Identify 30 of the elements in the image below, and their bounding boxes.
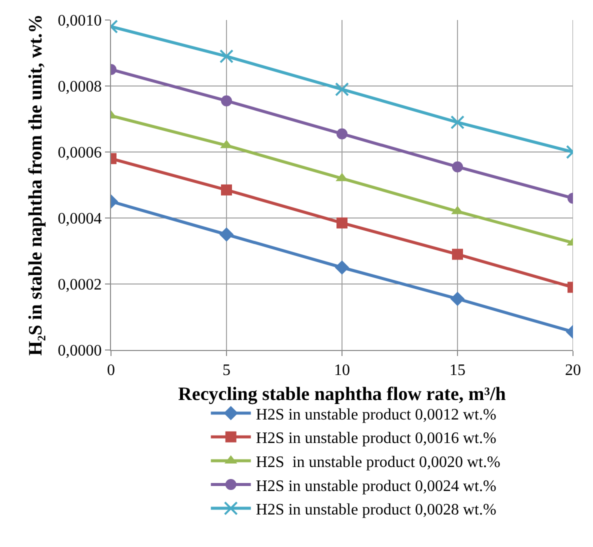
y-axis-title: H₂S in stable naphtha from the unit, wt.% <box>26 14 47 356</box>
legend-label: H2S in unstable product 0,0024 wt.% <box>256 478 496 495</box>
point <box>336 217 348 228</box>
point <box>336 128 348 140</box>
point <box>335 82 349 96</box>
y-tick-label: 0,0006 <box>58 144 102 162</box>
point <box>450 115 464 130</box>
point <box>452 248 463 260</box>
y-tick-label: 0,0000 <box>58 342 102 360</box>
point <box>221 184 232 196</box>
legend-label: H2S in unstable product 0,0012 wt.% <box>256 406 496 424</box>
point <box>452 161 463 172</box>
legend-label: H2S in unstable product 0,0028 wt.% <box>256 502 496 519</box>
legend-label: H2S in unstable product 0,0016 wt.% <box>256 430 496 448</box>
point <box>334 260 350 275</box>
x-tick-label: 15 <box>450 362 466 380</box>
point <box>219 227 234 242</box>
y-tick-label: 0,0010 <box>58 12 102 30</box>
x-tick-label: 20 <box>565 362 581 380</box>
x-tick-label: 10 <box>334 362 350 380</box>
legend-label: H2S in unstable product 0,0020 wt.% <box>256 454 500 471</box>
point <box>221 95 232 106</box>
point <box>450 292 465 306</box>
x-tick-label: 0 <box>107 362 115 380</box>
x-axis-title: Recycling stable naphtha flow rate, m³/h <box>178 384 506 405</box>
y-tick-label: 0,0004 <box>58 210 102 228</box>
point <box>220 49 234 64</box>
x-tick-label: 5 <box>222 362 230 380</box>
y-tick-label: 0,0002 <box>58 276 102 294</box>
y-tick-label: 0,0008 <box>58 78 102 96</box>
